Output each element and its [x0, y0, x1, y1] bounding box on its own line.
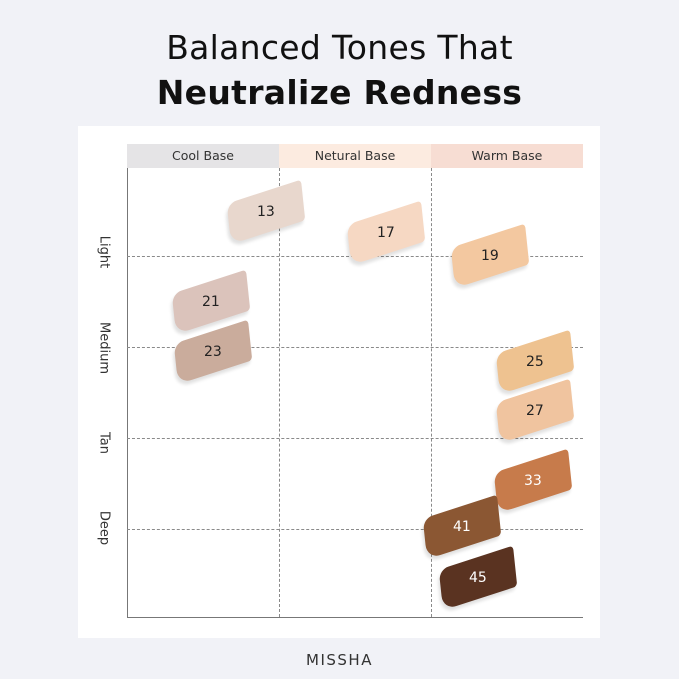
brand-logo: MISSHA: [306, 651, 373, 669]
shade-label: 21: [202, 294, 220, 311]
shade-label: 33: [524, 473, 542, 490]
shade-label: 41: [453, 519, 471, 536]
bottom-axis: [127, 617, 583, 618]
shade-label: 19: [481, 248, 499, 265]
title-line-1: Balanced Tones That: [166, 28, 513, 67]
column-header-warm: Warm Base: [431, 144, 583, 168]
left-axis: [127, 168, 128, 617]
row-label-medium: Medium: [96, 322, 112, 374]
row-label-light: Light: [96, 235, 112, 269]
column-header-neutral: Netural Base: [279, 144, 431, 168]
shade-label: 27: [526, 403, 544, 420]
row-label-deep: Deep: [96, 510, 112, 546]
grid-line: [127, 347, 583, 348]
shade-label: 23: [204, 344, 222, 361]
shade-label: 13: [257, 204, 275, 221]
shade-label: 17: [377, 225, 395, 242]
title-line-2: Neutralize Redness: [156, 73, 523, 112]
row-label-tan: Tan: [96, 432, 112, 454]
shade-label: 45: [469, 570, 487, 587]
grid-line: [279, 168, 280, 617]
grid-line: [127, 529, 583, 530]
grid-line: [431, 168, 432, 617]
shade-label: 25: [526, 354, 544, 371]
grid-line: [127, 438, 583, 439]
column-header-cool: Cool Base: [127, 144, 279, 168]
